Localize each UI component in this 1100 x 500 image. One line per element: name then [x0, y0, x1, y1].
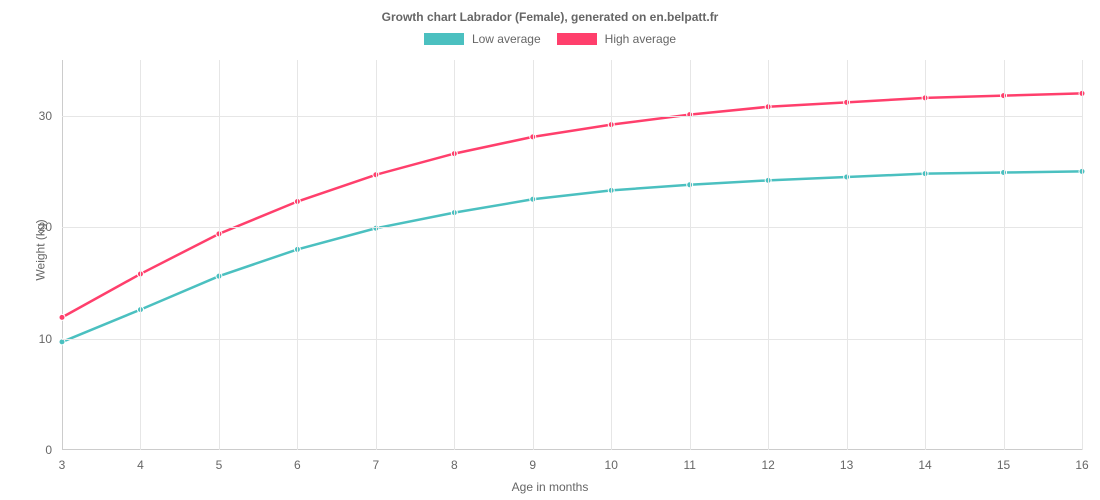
series-line [62, 171, 1082, 341]
grid-line-vertical [376, 60, 377, 450]
x-tick-label: 3 [59, 458, 66, 472]
x-tick-label: 6 [294, 458, 301, 472]
y-tick-label: 10 [39, 332, 52, 346]
grid-line-vertical [768, 60, 769, 450]
grid-line-vertical [1082, 60, 1083, 450]
grid-line-vertical [925, 60, 926, 450]
grid-line-vertical [297, 60, 298, 450]
legend-item: Low average [424, 32, 541, 46]
data-point[interactable] [59, 339, 65, 345]
chart-legend: Low average High average [0, 32, 1100, 48]
y-tick-label: 0 [45, 443, 52, 457]
y-tick-label: 30 [39, 109, 52, 123]
x-tick-label: 10 [605, 458, 618, 472]
x-tick-label: 14 [918, 458, 931, 472]
legend-label: High average [605, 32, 676, 46]
grid-line-vertical [454, 60, 455, 450]
legend-label: Low average [472, 32, 541, 46]
x-tick-label: 11 [683, 458, 695, 472]
x-tick-label: 15 [997, 458, 1010, 472]
grid-line-horizontal [62, 116, 1082, 117]
x-tick-label: 12 [761, 458, 774, 472]
grid-line-vertical [690, 60, 691, 450]
grid-line-vertical [140, 60, 141, 450]
x-tick-label: 5 [216, 458, 223, 472]
chart-svg [62, 60, 1082, 450]
chart-title: Growth chart Labrador (Female), generate… [0, 0, 1100, 24]
x-tick-label: 16 [1075, 458, 1088, 472]
x-tick-label: 4 [137, 458, 144, 472]
x-tick-label: 7 [373, 458, 380, 472]
grid-line-vertical [533, 60, 534, 450]
data-point[interactable] [59, 314, 65, 320]
grid-line-vertical [611, 60, 612, 450]
grid-line-vertical [847, 60, 848, 450]
x-tick-label: 13 [840, 458, 853, 472]
legend-swatch [424, 33, 464, 45]
series-line [62, 93, 1082, 317]
plot-area: 0102030345678910111213141516 [62, 60, 1082, 450]
grid-line-vertical [219, 60, 220, 450]
legend-item: High average [557, 32, 676, 46]
legend-swatch [557, 33, 597, 45]
growth-chart: Growth chart Labrador (Female), generate… [0, 0, 1100, 500]
x-axis-title: Age in months [512, 480, 589, 494]
x-tick-label: 8 [451, 458, 458, 472]
x-tick-label: 9 [529, 458, 536, 472]
grid-line-horizontal [62, 227, 1082, 228]
y-tick-label: 20 [39, 220, 52, 234]
grid-line-horizontal [62, 339, 1082, 340]
grid-line-vertical [1004, 60, 1005, 450]
